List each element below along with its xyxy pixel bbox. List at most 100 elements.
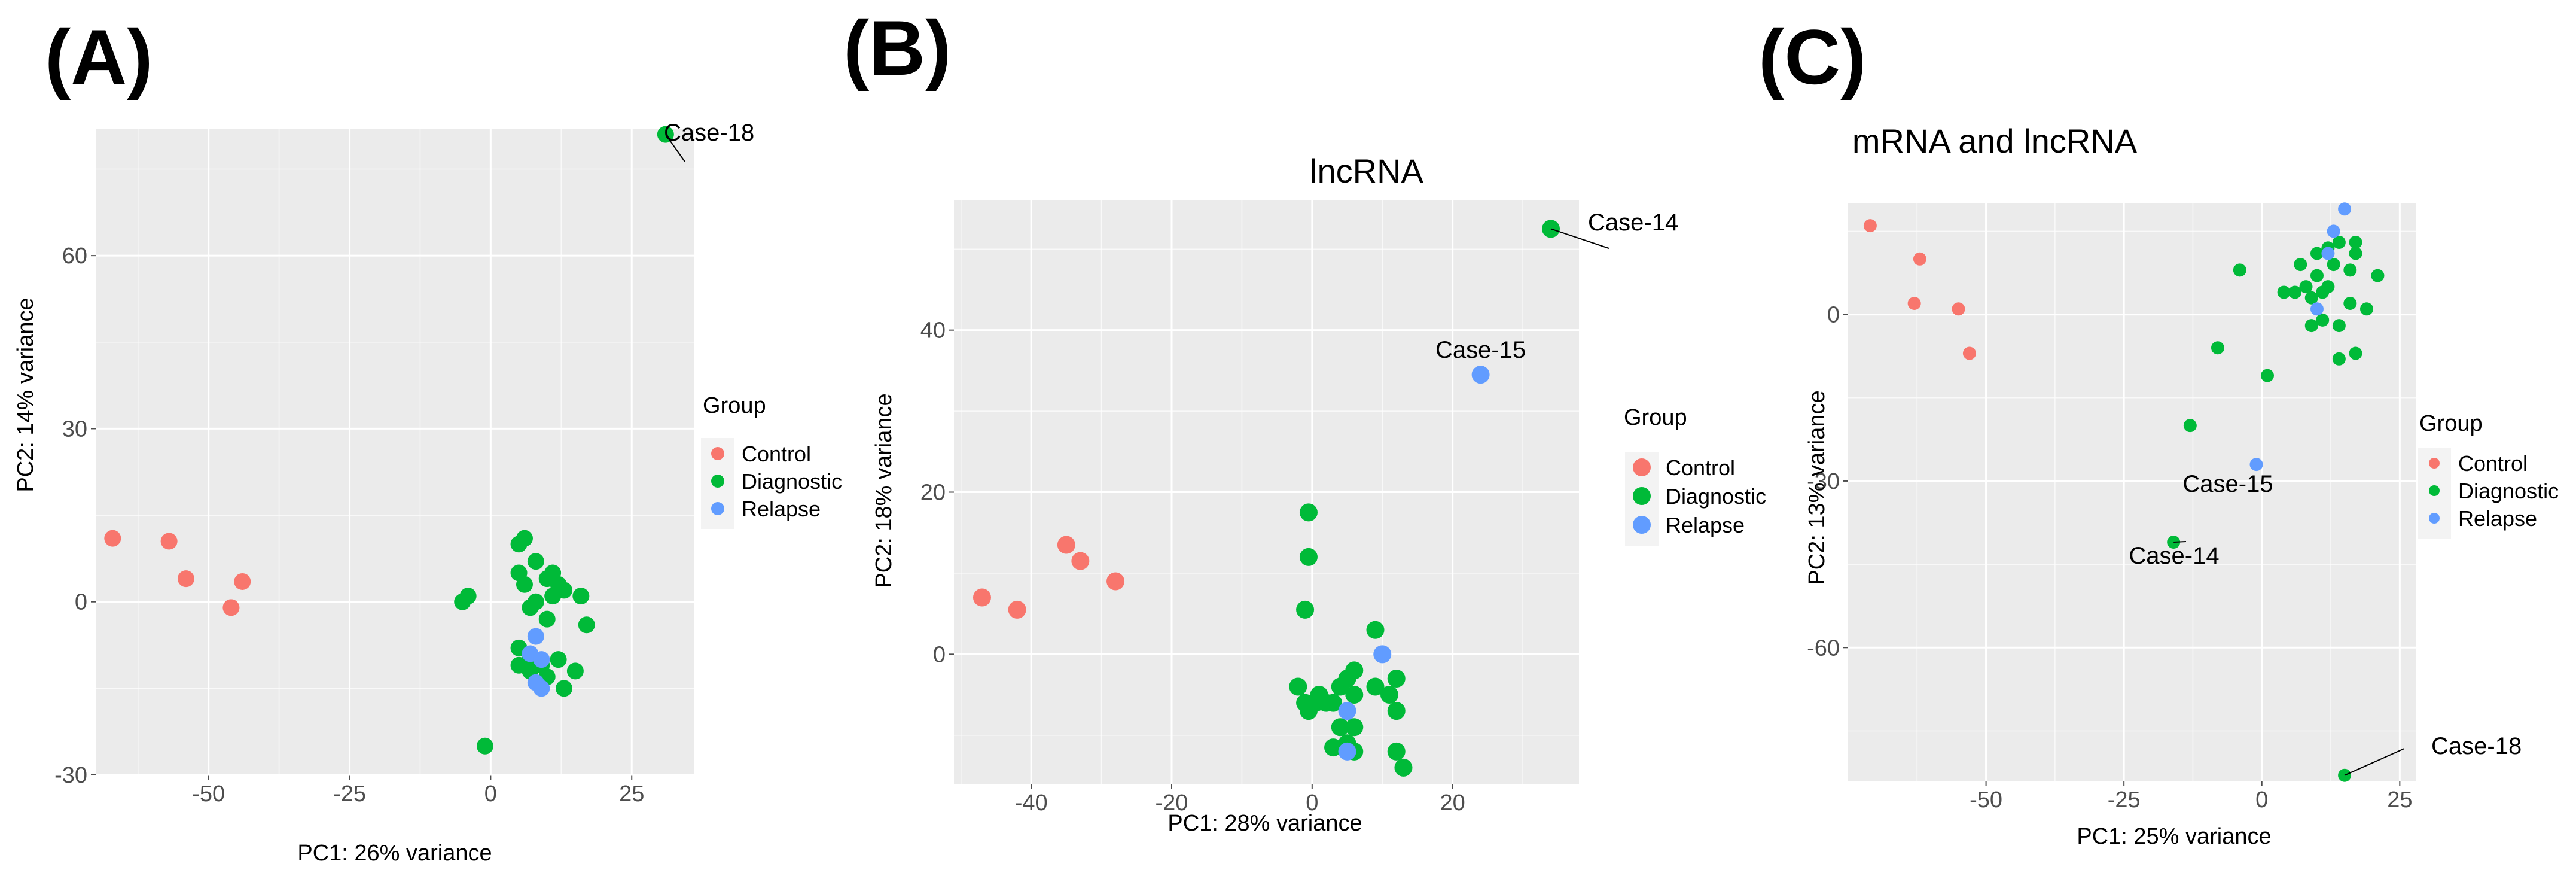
legend-key-relapse [1633, 516, 1651, 534]
data-point-diagnostic [2288, 285, 2302, 299]
legend-title: Group [1624, 405, 1687, 430]
data-point-diagnostic [2316, 313, 2330, 327]
annotation-leader [1550, 228, 1609, 249]
data-point-diagnostic [550, 651, 567, 668]
series-control [1863, 219, 1976, 360]
x-tick-label: 20 [1440, 790, 1465, 816]
data-point-relapse [1471, 366, 1490, 384]
series-relapse [522, 628, 550, 697]
data-point-relapse [1338, 702, 1356, 720]
annotation-label: Case-15 [1435, 337, 1526, 363]
annotation-leader [2344, 748, 2405, 776]
data-point-relapse [2327, 224, 2340, 238]
data-point-diagnostic [2332, 352, 2346, 366]
legend: Group Control Diagnostic Relapse [1624, 405, 1766, 546]
chart-title: mRNA and lncRNA [1852, 122, 2138, 160]
data-point-control [104, 530, 121, 547]
data-point-control [1962, 346, 1976, 360]
panel-label: (C) [1758, 13, 1866, 101]
annotation-label: Case-18 [2431, 733, 2522, 759]
legend-key-relapse [2429, 513, 2440, 524]
data-point-diagnostic [2304, 291, 2318, 305]
data-point-relapse [533, 680, 550, 697]
x-tick-label: 25 [619, 781, 644, 807]
data-point-diagnostic [476, 737, 493, 755]
annotation-label: Case-18 [664, 120, 754, 146]
x-tick-label: 0 [1306, 790, 1318, 816]
data-point-diagnostic [522, 599, 539, 616]
x-axis-title: PC1: 28% variance [1167, 811, 1362, 836]
series-relapse [2249, 202, 2352, 472]
annotation-label: Case-15 [2182, 471, 2273, 497]
data-point-diagnostic [2277, 285, 2291, 299]
data-point-diagnostic [1289, 677, 1307, 696]
legend-key-control [2429, 458, 2440, 469]
data-point-diagnostic [2310, 269, 2324, 282]
data-point-relapse [2249, 458, 2263, 472]
data-point-diagnostic [2371, 269, 2385, 282]
data-point-relapse [1373, 645, 1392, 664]
data-point-diagnostic [2260, 369, 2274, 382]
data-point-control [1106, 572, 1125, 591]
data-point-diagnostic [1324, 738, 1343, 757]
x-tick-label: -20 [1156, 790, 1188, 816]
data-point-diagnostic [2183, 419, 2197, 433]
data-point-diagnostic [527, 553, 544, 570]
y-axis-title: PC2: 13% variance [1804, 390, 1830, 585]
data-point-diagnostic [2359, 302, 2373, 316]
data-point-diagnostic [556, 680, 573, 697]
data-point-diagnostic [2327, 258, 2340, 272]
legend-label: Relapse [2458, 506, 2537, 531]
plot-background [1848, 203, 2416, 781]
legend-label: Relapse [742, 497, 821, 521]
data-point-diagnostic [1394, 758, 1413, 777]
data-point-diagnostic [1299, 548, 1318, 566]
data-point-diagnostic [1380, 686, 1398, 704]
data-point-diagnostic [2233, 263, 2246, 277]
x-tick-label: -25 [333, 781, 366, 807]
data-point-diagnostic [2294, 258, 2307, 272]
chart-panel-2: lncRNA -40 -20 0 20 0 20 40 PC1: 28% variance PC2… [871, 152, 1766, 836]
data-point-diagnostic [2299, 280, 2313, 294]
data-point-diagnostic [578, 616, 595, 634]
chart-panel-3: mRNA and lncRNA -50 -25 0 25 -60 -30 0 PC1: 25% … [1804, 122, 2559, 849]
data-point-diagnostic [2343, 297, 2357, 311]
legend-label: Control [2458, 451, 2528, 476]
annotation-leader [665, 134, 685, 162]
data-point-diagnostic [1387, 742, 1406, 761]
data-point-diagnostic [2332, 319, 2346, 333]
legend-label: Relapse [1666, 513, 1745, 537]
data-point-diagnostic [1299, 503, 1318, 522]
x-tick-label: -40 [1015, 790, 1048, 816]
legend-title: Group [703, 393, 766, 418]
y-tick-label: 60 [62, 244, 87, 269]
data-point-relapse [2338, 202, 2352, 216]
y-tick-label: 0 [933, 642, 946, 667]
data-point-control [1863, 219, 1877, 233]
series-control [973, 536, 1125, 619]
legend-key-diagnostic [2429, 485, 2440, 496]
y-axis-title: PC2: 18% variance [871, 393, 897, 588]
x-tick-label: 25 [2387, 787, 2412, 813]
data-point-control [1952, 302, 1965, 316]
annotation-label: Case-14 [1588, 209, 1678, 236]
data-point-diagnostic [1366, 677, 1385, 696]
data-point-diagnostic [1345, 661, 1364, 680]
legend-label: Diagnostic [742, 469, 842, 494]
legend: Group Control Diagnostic Relapse [2418, 411, 2559, 539]
legend-label: Diagnostic [1666, 484, 1766, 509]
x-axis-title: PC1: 26% variance [297, 841, 492, 866]
data-point-control [160, 533, 178, 550]
data-point-control [1907, 297, 1921, 311]
data-point-diagnostic [1345, 686, 1364, 704]
data-point-diagnostic [1345, 718, 1364, 737]
data-point-diagnostic [1296, 600, 1315, 619]
data-point-control [177, 570, 194, 588]
y-tick-label: -30 [54, 763, 87, 788]
data-point-control [1057, 536, 1075, 554]
data-point-diagnostic [454, 593, 471, 610]
y-tick-label: 0 [1827, 303, 1840, 328]
series-diagnostic [1289, 220, 1560, 777]
y-tick-label: 30 [62, 416, 87, 442]
